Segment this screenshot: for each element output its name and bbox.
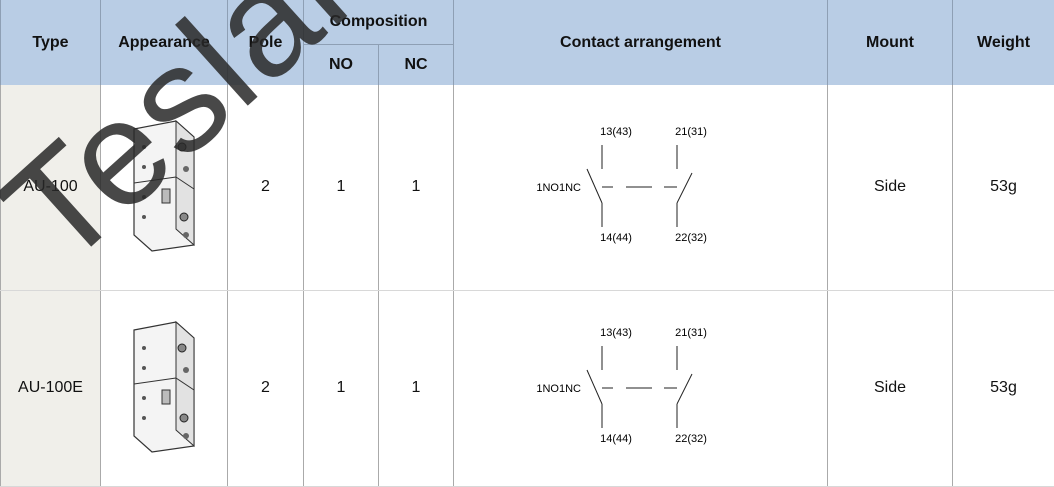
no-cell: 1 (304, 85, 379, 290)
header-mount: Mount (828, 0, 953, 85)
contact-diagram: 13(43) 21(31) 14(44) 22(32) 1NO1NC (454, 107, 828, 267)
mount-cell: Side (828, 290, 953, 486)
header-pole: Pole (228, 0, 304, 85)
header-weight: Weight (953, 0, 1054, 85)
terminal-label: 13(43) (600, 327, 632, 339)
header-contact: Contact arrangement (454, 0, 828, 85)
mount-cell: Side (828, 85, 953, 290)
terminal-label: 21(31) (675, 126, 707, 138)
table-row: AU-100E 2 1 1 13(43) 21(31) 14(44) 22(32… (1, 290, 1054, 486)
terminal-label: 14(44) (600, 433, 632, 445)
type-cell: AU-100E (1, 290, 101, 486)
header-appearance: Appearance (101, 0, 228, 85)
table-body: AU-100 2 1 1 13(43) 21(31) 14(44) 22(32)… (1, 85, 1054, 486)
header-no: NO (304, 44, 379, 85)
contact-label: 1NO1NC (536, 383, 581, 395)
terminal-label: 14(44) (600, 232, 632, 244)
nc-cell: 1 (379, 85, 454, 290)
header-type: Type (1, 0, 101, 85)
appearance-cell (101, 290, 228, 486)
contact-label: 1NO1NC (536, 182, 581, 194)
nc-cell: 1 (379, 290, 454, 486)
table-row: AU-100 2 1 1 13(43) 21(31) 14(44) 22(32)… (1, 85, 1054, 290)
contact-diagram: 13(43) 21(31) 14(44) 22(32) 1NO1NC (454, 308, 828, 468)
appearance-cell (101, 85, 228, 290)
no-cell: 1 (304, 290, 379, 486)
device-image (124, 318, 204, 453)
weight-cell: 53g (953, 290, 1054, 486)
contact-cell: 13(43) 21(31) 14(44) 22(32) 1NO1NC (454, 290, 828, 486)
terminal-label: 22(32) (675, 433, 707, 445)
terminal-label: 21(31) (675, 327, 707, 339)
pole-cell: 2 (228, 290, 304, 486)
device-image (124, 117, 204, 252)
pole-cell: 2 (228, 85, 304, 290)
weight-cell: 53g (953, 85, 1054, 290)
header-composition: Composition (304, 0, 454, 44)
terminal-label: 22(32) (675, 232, 707, 244)
header-nc: NC (379, 44, 454, 85)
terminal-label: 13(43) (600, 126, 632, 138)
type-cell: AU-100 (1, 85, 101, 290)
contact-cell: 13(43) 21(31) 14(44) 22(32) 1NO1NC (454, 85, 828, 290)
